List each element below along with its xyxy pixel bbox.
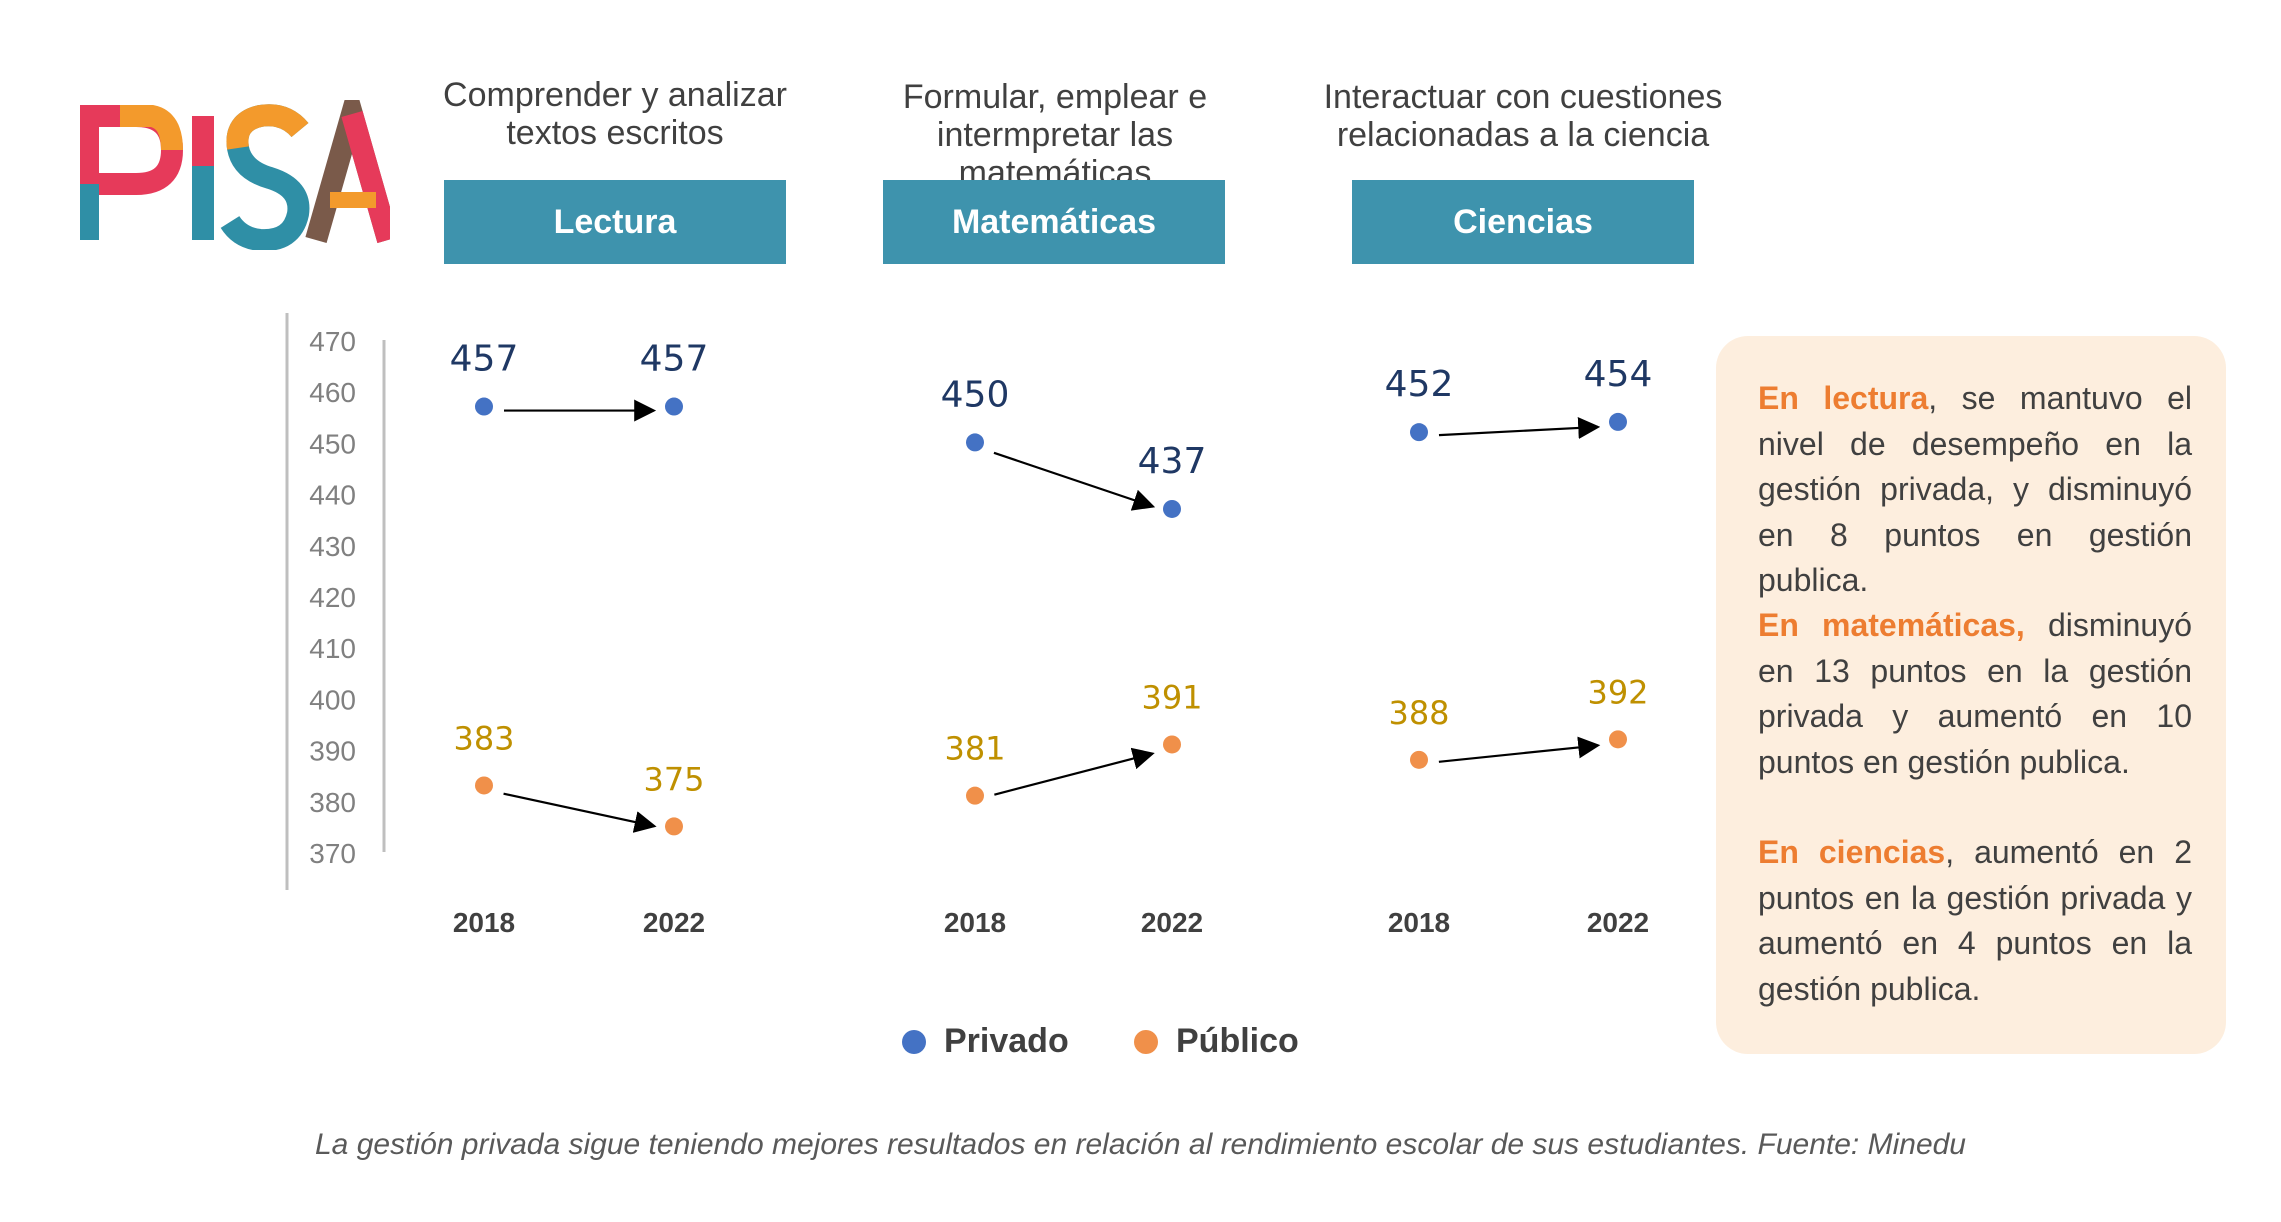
- legend-publico: Público: [1134, 1022, 1299, 1061]
- label-ciencias-privado-2022: 454: [1584, 354, 1653, 395]
- lectura-description: Comprender y analizar textos escritos: [443, 76, 787, 152]
- matematicas-header: Matemáticas: [883, 180, 1225, 264]
- publico-legend-label: Público: [1176, 1022, 1299, 1060]
- label-ciencias-publico-2022: 392: [1587, 673, 1648, 711]
- label-ciencias-privado-2018: 452: [1385, 364, 1454, 405]
- y-tick-400: 400: [309, 684, 356, 715]
- label-lectura-publico-2018: 383: [453, 719, 514, 757]
- y-tick-370: 370: [309, 838, 356, 869]
- point-ciencias-publico-2018: [1410, 750, 1428, 769]
- y-tick-410: 410: [309, 633, 356, 664]
- note-ciencias: En ciencias, aumentó en 2 puntos en la g…: [1758, 830, 2192, 1012]
- point-ciencias-publico-2022: [1609, 730, 1627, 749]
- x-tick-ciencias-2022: 2022: [1587, 907, 1649, 938]
- point-matematicas-publico-2022: [1163, 735, 1181, 754]
- trend-arrow-matematicas-publico: [994, 747, 1155, 796]
- y-tick-470: 470: [309, 326, 356, 357]
- ciencias-description: Interactuar con cuestiones relacionadas …: [1323, 78, 1723, 154]
- x-tick-lectura-2018: 2018: [453, 907, 515, 938]
- trend-arrow-lectura-publico: [503, 792, 657, 833]
- point-matematicas-privado-2018: [966, 433, 984, 452]
- ciencias-header: Ciencias: [1352, 180, 1694, 264]
- privado-legend-label: Privado: [944, 1022, 1069, 1060]
- x-tick-lectura-2022: 2022: [643, 907, 705, 938]
- y-tick-430: 430: [309, 531, 356, 562]
- note-lectura-text: , se mantuvo el nivel de desempeño en la…: [1758, 380, 2193, 598]
- y-tick-450: 450: [309, 428, 356, 459]
- caption: La gestión privada sigue teniendo mejore…: [315, 1128, 1966, 1161]
- trend-arrow-ciencias-publico: [1438, 736, 1601, 763]
- point-lectura-publico-2022: [665, 817, 683, 836]
- label-matematicas-publico-2018: 381: [944, 730, 1005, 768]
- label-matematicas-privado-2022: 437: [1138, 441, 1207, 482]
- note-matematicas-highlight: En matemáticas,: [1758, 607, 2025, 643]
- publico-legend-dot: [1134, 1029, 1158, 1054]
- note-lectura: En lectura, se mantuvo el nivel de desem…: [1758, 376, 2192, 604]
- y-tick-390: 390: [309, 736, 356, 767]
- x-tick-matematicas-2022: 2022: [1141, 907, 1203, 938]
- y-tick-460: 460: [309, 377, 356, 408]
- label-lectura-privado-2018: 457: [450, 339, 519, 380]
- trend-arrow-ciencias-privado: [1438, 416, 1601, 439]
- y-tick-440: 440: [309, 480, 356, 511]
- point-ciencias-privado-2018: [1410, 423, 1428, 442]
- note-ciencias-text: , aumentó en 2 puntos en la gestión priv…: [1758, 834, 2193, 1007]
- y-tick-380: 380: [309, 787, 356, 818]
- point-lectura-privado-2022: [665, 397, 683, 416]
- label-matematicas-privado-2018: 450: [941, 374, 1010, 415]
- label-lectura-privado-2022: 457: [640, 339, 709, 380]
- x-tick-ciencias-2018: 2018: [1388, 907, 1450, 938]
- label-lectura-publico-2022: 375: [643, 760, 704, 798]
- point-lectura-publico-2018: [475, 776, 493, 795]
- note-matematicas-text: disminuyó en 13 puntos en la gestión pri…: [1758, 607, 2193, 780]
- note-ciencias-highlight: En ciencias: [1758, 834, 1946, 870]
- point-matematicas-publico-2018: [966, 786, 984, 805]
- x-tick-matematicas-2018: 2018: [944, 907, 1006, 938]
- point-lectura-privado-2018: [475, 397, 493, 416]
- label-ciencias-publico-2018: 388: [1388, 694, 1449, 732]
- privado-legend-dot: [902, 1029, 926, 1054]
- note-matematicas: En matemáticas, disminuyó en 13 puntos e…: [1758, 603, 2192, 785]
- note-lectura-highlight: En lectura: [1758, 380, 1929, 416]
- lectura-header: Lectura: [444, 180, 786, 264]
- trend-arrow-matematicas-privado: [993, 451, 1156, 511]
- summary-box: [1716, 336, 2226, 1054]
- label-matematicas-publico-2022: 391: [1141, 678, 1202, 716]
- point-matematicas-privado-2022: [1163, 499, 1181, 518]
- legend-privado: Privado: [902, 1022, 1069, 1061]
- y-tick-420: 420: [309, 582, 356, 613]
- pisa-logo: [80, 100, 390, 250]
- point-ciencias-privado-2022: [1609, 412, 1627, 431]
